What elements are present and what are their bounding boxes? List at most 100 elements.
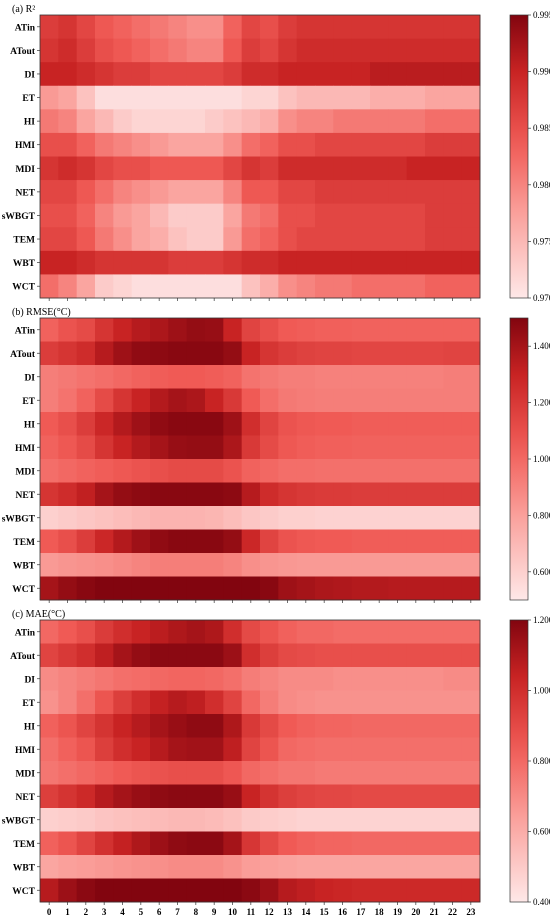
- colorbar-tick-label: 1.200: [533, 615, 550, 625]
- heatmap-cell: [113, 529, 133, 554]
- heatmap-cell: [425, 737, 444, 762]
- heatmap-cell: [443, 553, 463, 577]
- heatmap-cell: [461, 878, 481, 903]
- heatmap-cell: [315, 132, 334, 157]
- heatmap-cell: [461, 482, 481, 507]
- colorbar-tick-label: 1.000: [533, 454, 550, 464]
- heatmap-cell: [406, 576, 426, 601]
- heatmap-cell: [351, 690, 371, 715]
- heatmap-cell: [333, 365, 353, 389]
- heatmap-cell: [260, 109, 279, 134]
- heatmap-cell: [425, 808, 444, 832]
- heatmap-cell: [40, 855, 59, 879]
- heatmap-cell: [223, 109, 243, 134]
- heatmap-cell: [168, 667, 188, 691]
- heatmap-cell: [95, 318, 114, 342]
- heatmap-cell: [315, 365, 334, 389]
- row-label: WBT: [13, 863, 36, 873]
- heatmap-cell: [351, 808, 371, 832]
- heatmap-cell: [461, 855, 481, 879]
- heatmap-cell: [95, 435, 114, 460]
- heatmap-cell: [443, 576, 463, 601]
- heatmap-cell: [425, 203, 444, 228]
- heatmap-cell: [406, 855, 426, 879]
- heatmap-cell: [370, 620, 389, 644]
- heatmap-cell: [186, 203, 206, 228]
- heatmap-cell: [58, 38, 78, 63]
- heatmap-cell: [296, 855, 316, 879]
- heatmap-cell: [315, 553, 334, 577]
- heatmap-cell: [113, 855, 133, 879]
- heatmap-cell: [333, 784, 353, 809]
- heatmap-cell: [186, 412, 206, 436]
- row-label: WBT: [13, 561, 36, 571]
- heatmap-cell: [260, 576, 279, 601]
- heatmap-cell: [223, 203, 243, 228]
- heatmap-cell: [461, 506, 481, 530]
- heatmap-cell: [333, 620, 353, 644]
- heatmap-cell: [333, 690, 353, 715]
- heatmap-cell: [370, 274, 389, 299]
- heatmap-cell: [241, 855, 261, 879]
- row-label: ATin: [15, 326, 36, 336]
- heatmap-cell: [205, 878, 224, 903]
- heatmap-cell: [388, 132, 408, 157]
- heatmap-cell: [168, 365, 188, 389]
- heatmap-cell: [296, 109, 316, 134]
- heatmap-cell: [406, 506, 426, 530]
- heatmap-cell: [278, 250, 298, 275]
- heatmap-cell: [150, 388, 169, 413]
- heatmap-cell: [296, 250, 316, 275]
- heatmap-cell: [205, 412, 224, 436]
- heatmap-cell: [205, 250, 224, 275]
- heatmap-cell: [131, 620, 151, 644]
- heatmap-cell: [113, 643, 133, 668]
- colorbar-tick-label: 0.800: [533, 756, 550, 766]
- heatmap-cell: [315, 274, 334, 299]
- heatmap-cell: [223, 412, 243, 436]
- heatmap-cell: [168, 180, 188, 205]
- heatmap-cell: [241, 690, 261, 715]
- heatmap-cell: [150, 85, 169, 110]
- heatmap-cell: [370, 714, 389, 738]
- heatmap-cell: [76, 250, 96, 275]
- heatmap-cell: [113, 180, 133, 205]
- heatmap-cell: [58, 274, 78, 299]
- x-tick-label: 14: [301, 907, 311, 917]
- row-label: TEM: [13, 840, 35, 850]
- heatmap-cell: [351, 529, 371, 554]
- heatmap-cell: [205, 274, 224, 299]
- heatmap-cell: [131, 855, 151, 879]
- heatmap-cell: [461, 388, 481, 413]
- heatmap-cell: [388, 341, 408, 366]
- heatmap-cell: [76, 878, 96, 903]
- heatmap-cell: [223, 156, 243, 181]
- heatmap-cell: [461, 831, 481, 856]
- heatmap-cell: [278, 529, 298, 554]
- heatmap-cell: [168, 529, 188, 554]
- heatmap-cell: [388, 412, 408, 436]
- heatmap-cell: [260, 227, 279, 252]
- heatmap-cell: [186, 808, 206, 832]
- heatmap-cell: [241, 553, 261, 577]
- heatmap-cell: [95, 620, 114, 644]
- heatmap-cell: [113, 62, 133, 87]
- heatmap-cell: [425, 482, 444, 507]
- heatmap-cell: [315, 576, 334, 601]
- heatmap-cell: [186, 38, 206, 63]
- heatmap-cell: [241, 85, 261, 110]
- heatmap-cell: [223, 459, 243, 483]
- colorbar-tick-label: 1.200: [533, 398, 550, 408]
- heatmap-cell: [40, 459, 59, 483]
- heatmap-cell: [278, 576, 298, 601]
- heatmap-cell: [351, 506, 371, 530]
- heatmap-cell: [186, 318, 206, 342]
- heatmap-cell: [40, 761, 59, 785]
- x-tick-label: 1: [65, 907, 70, 917]
- heatmap-cell: [150, 156, 169, 181]
- heatmap-cell: [406, 459, 426, 483]
- heatmap-cell: [351, 365, 371, 389]
- heatmap-cell: [241, 341, 261, 366]
- heatmap-cell: [223, 85, 243, 110]
- heatmap-cell: [131, 737, 151, 762]
